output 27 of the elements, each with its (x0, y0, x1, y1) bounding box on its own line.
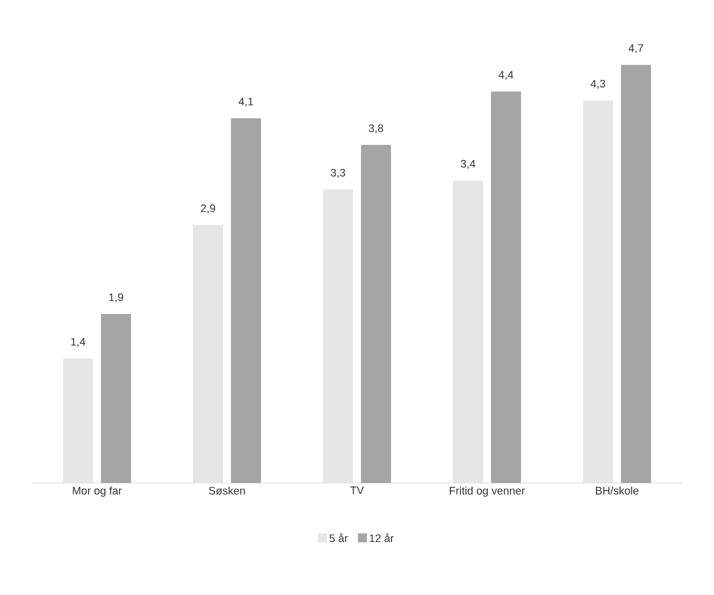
bar (621, 64, 652, 483)
bar (63, 358, 93, 483)
x-tick-label: Fritid og venner (450, 486, 525, 497)
data-label: 3,8 (368, 124, 384, 134)
x-tick-label: TV (350, 486, 364, 494)
data-label: 4,3 (590, 80, 606, 89)
data-label: 3,3 (330, 168, 346, 178)
bar (231, 118, 262, 483)
bar (491, 92, 522, 483)
data-label: 1,4 (71, 338, 86, 347)
bar (583, 100, 614, 483)
bar (361, 144, 392, 483)
data-label: 3,4 (460, 160, 476, 169)
data-label: 4,7 (628, 44, 644, 54)
bar (101, 314, 131, 483)
bar (193, 224, 223, 483)
data-label: 4,1 (238, 98, 254, 107)
data-label: 4,4 (498, 71, 514, 80)
legend-label: 5 år (330, 533, 348, 542)
x-tick-label: Søsken (208, 486, 245, 495)
x-tick-label: Mor og far (72, 486, 122, 497)
legend-label: 12 år (370, 533, 394, 542)
data-label: 2,9 (200, 204, 216, 214)
data-label: 1,9 (109, 293, 124, 302)
bar (453, 180, 484, 483)
bar (323, 189, 354, 483)
x-tick-label: BH/skole (596, 486, 638, 495)
